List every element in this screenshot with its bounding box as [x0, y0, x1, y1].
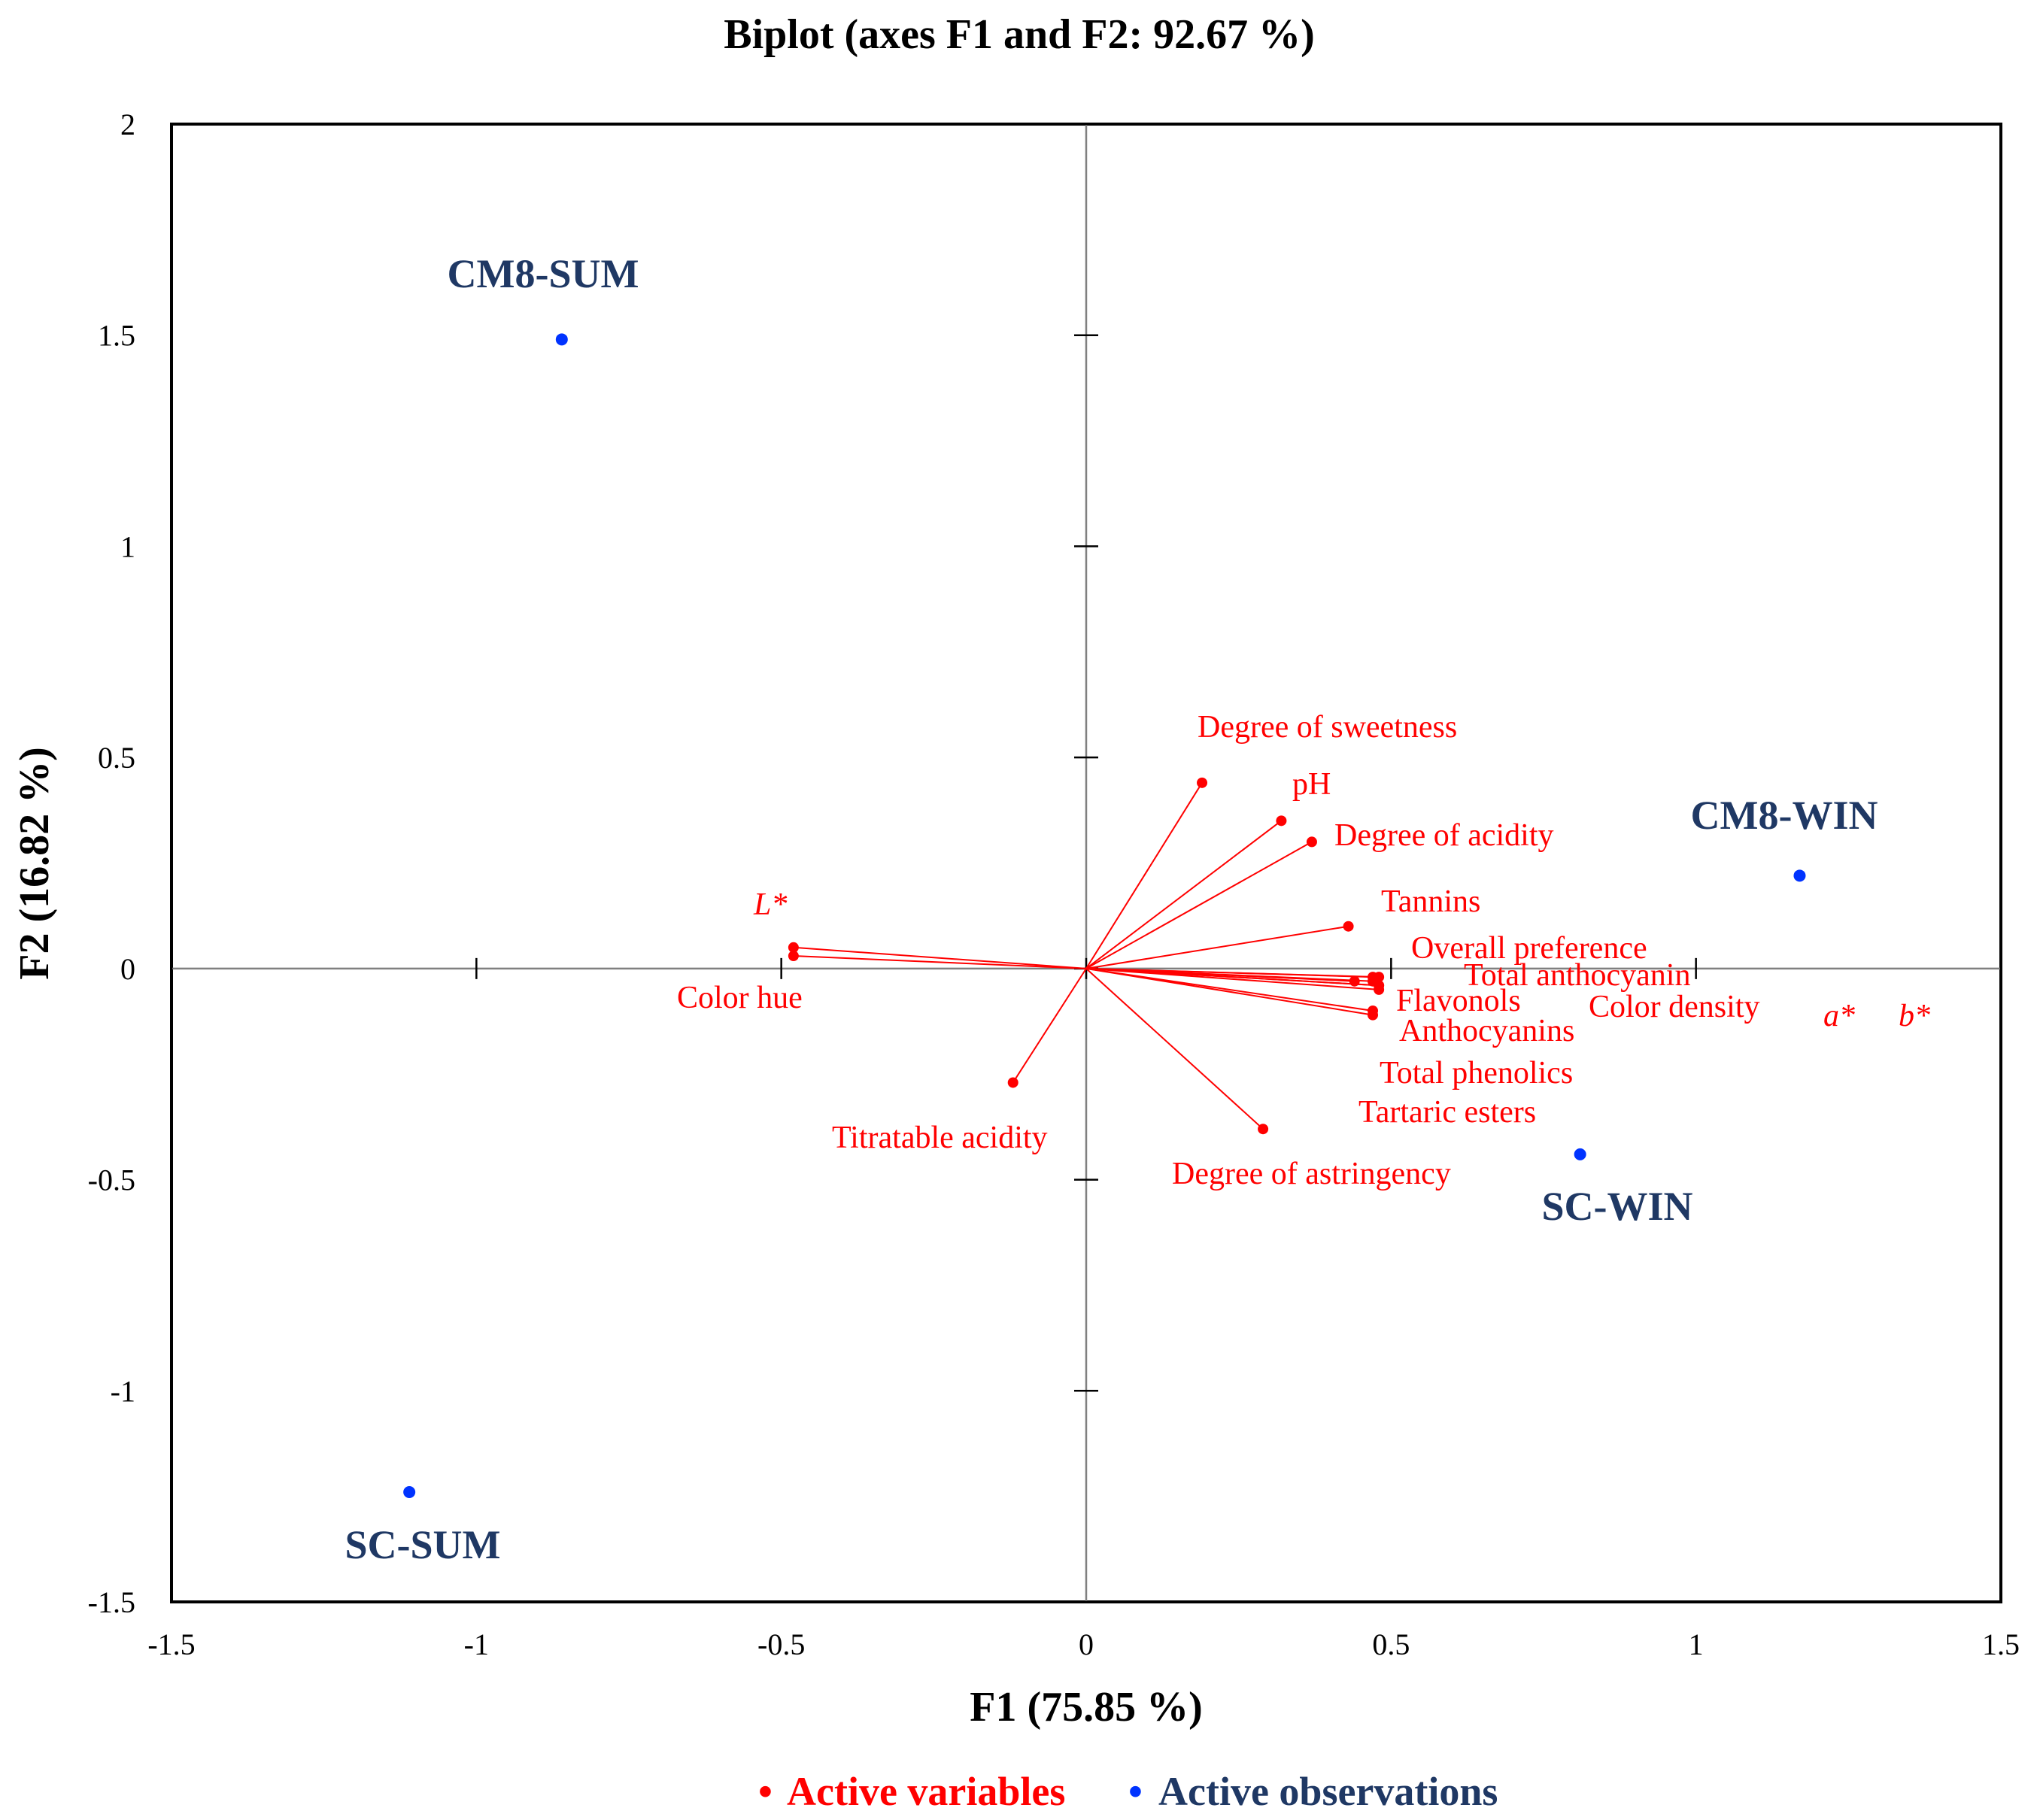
y-tick-label: 1.5: [98, 319, 135, 353]
observation-label-sc-win: SC-WIN: [1541, 1184, 1692, 1229]
variable-label-l: L*: [753, 887, 787, 922]
variable-point-titratable-acidity: [1007, 1077, 1018, 1088]
zero-axes: [172, 124, 2001, 1602]
variable-label-total-anthocyanin: Total anthocyanin: [1464, 958, 1690, 993]
y-tick-label: -1.5: [88, 1585, 135, 1619]
observation-points: CM8-SUM CM8-WIN SC-WIN SC-SUM: [345, 251, 1878, 1567]
variable-point-anthocyanins: [1368, 1006, 1379, 1016]
variable-label-degree-of-sweetness: Degree of sweetness: [1198, 710, 1457, 745]
observation-label-cm8-sum: CM8-SUM: [448, 251, 639, 296]
observation-point-cm8-win: [1793, 869, 1806, 882]
y-axis-ticks: -1.5 -1 -0.5 0 0.5 1 1.5 2: [88, 108, 1098, 1619]
observation-label-cm8-win: CM8-WIN: [1691, 793, 1878, 838]
variable-vector-color-hue: [793, 955, 1087, 969]
variable-vector-tartaric-esters: [1085, 967, 1374, 982]
variable-point-tartaric-esters: [1368, 975, 1379, 987]
y-tick-label: 2: [120, 108, 135, 141]
x-tick-label: 0: [1079, 1627, 1094, 1661]
observation-point-cm8-sum: [555, 333, 568, 346]
variable-point-degree-of-sweetness: [1197, 777, 1208, 788]
y-tick-label: -0.5: [88, 1163, 135, 1197]
variable-vector-l: [793, 946, 1087, 969]
variable-label-color-hue: Color hue: [677, 981, 803, 1015]
x-axis-title: F1 (75.85 %): [970, 1684, 1203, 1731]
variable-label-tartaric-esters: Tartaric esters: [1358, 1095, 1536, 1130]
variable-vector-titratable-acidity: [1012, 968, 1087, 1083]
legend-label-variables: Active variables: [787, 1769, 1065, 1814]
variable-point-color-hue: [788, 951, 799, 962]
legend: • Active variables • Active observations: [758, 1769, 1498, 1814]
legend-marker-observations: •: [1128, 1769, 1143, 1814]
variable-label-b: b*: [1899, 999, 1930, 1033]
variable-point-l: [788, 942, 799, 953]
chart-title: Biplot (axes F1 and F2: 92.67 %): [724, 11, 1315, 58]
variable-vector-anthocyanins: [1085, 967, 1374, 1012]
x-tick-label: -1.5: [147, 1627, 195, 1661]
variable-label-degree-of-astringency: Degree of astringency: [1172, 1157, 1451, 1191]
x-tick-label: 1: [1689, 1627, 1704, 1661]
variable-label-titratable-acidity: Titratable acidity: [832, 1121, 1048, 1155]
x-tick-label: 1.5: [1982, 1627, 2020, 1661]
variable-label-overall-preference: Overall preference: [1411, 931, 1647, 966]
y-axis-title: F2 (16.82 %): [11, 747, 58, 980]
variable-label-degree-of-acidity: Degree of acidity: [1334, 818, 1554, 853]
y-tick-label: 0: [120, 952, 135, 986]
variable-point-degree-of-acidity: [1306, 836, 1317, 848]
y-tick-label: -1: [111, 1374, 135, 1408]
variable-label-ph: pH: [1292, 767, 1331, 802]
observation-label-sc-sum: SC-SUM: [345, 1522, 500, 1567]
variable-label-a: a*: [1823, 999, 1855, 1033]
variable-vector-tannins: [1085, 925, 1349, 969]
variable-vector-ph: [1085, 820, 1283, 969]
legend-label-observations: Active observations: [1158, 1769, 1498, 1814]
legend-marker-variables: •: [758, 1769, 773, 1814]
observation-point-sc-win: [1574, 1148, 1586, 1160]
x-tick-label: -1: [464, 1627, 489, 1661]
variable-vector-degree-of-astringency: [1085, 968, 1264, 1130]
variable-label-tannins: Tannins: [1381, 884, 1480, 919]
x-tick-label: -0.5: [757, 1627, 805, 1661]
variable-label-total-phenolics: Total phenolics: [1380, 1056, 1573, 1090]
x-tick-label: 0.5: [1372, 1627, 1410, 1661]
variable-vector-degree-of-acidity: [1085, 841, 1313, 969]
variable-label-anthocyanins: Anthocyanins: [1399, 1014, 1574, 1048]
variable-point-tannins: [1343, 921, 1354, 932]
x-axis-ticks: -1.5 -1 -0.5 0 0.5 1 1.5: [147, 957, 2020, 1661]
variable-point-ph: [1276, 815, 1287, 827]
variable-label-flavonols: Flavonols: [1396, 984, 1521, 1018]
y-tick-label: 1: [120, 529, 135, 563]
variable-label-color-density: Color density: [1589, 990, 1760, 1024]
y-tick-label: 0.5: [98, 741, 135, 775]
variable-point-degree-of-astringency: [1258, 1124, 1269, 1135]
observation-point-sc-sum: [403, 1486, 416, 1499]
variable-vector-degree-of-sweetness: [1085, 782, 1203, 969]
variable-vectors: [788, 777, 1385, 1135]
